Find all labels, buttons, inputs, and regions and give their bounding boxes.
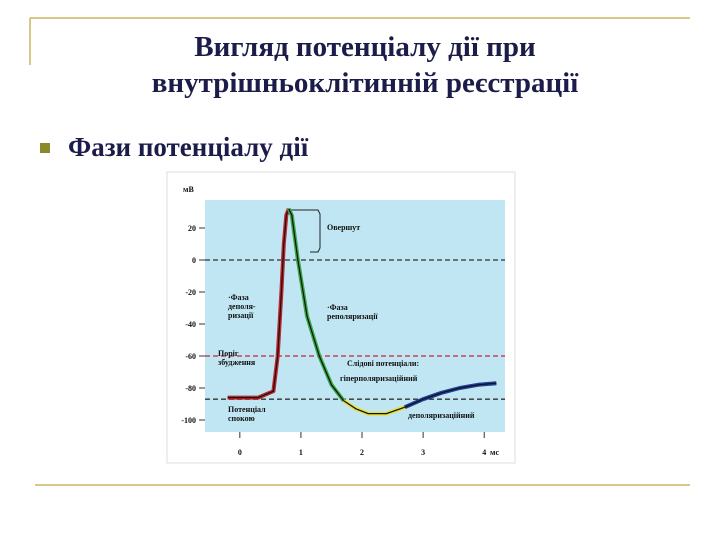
annotation: реполяризації — [327, 312, 378, 321]
slide-title: Вигляд потенціалу дії при — [194, 31, 535, 63]
line-trace — [404, 382, 497, 408]
bullet-text: Фази потенціалу дії — [68, 132, 309, 162]
plot-area — [205, 200, 505, 432]
annotation: Поріг — [218, 349, 239, 358]
annotation: збудження — [218, 358, 256, 367]
slide-title: внутрішньоклітинній реєстрації — [152, 67, 580, 99]
annotation: деполя- — [228, 302, 256, 311]
annotation: ризації — [228, 311, 254, 320]
annotation: Овершут — [327, 223, 360, 232]
y-axis-label: мВ — [183, 185, 194, 194]
chart: мВ мс 20 0 -20 -40 -60 -80 -100 0 1 2 3 4 Овершут ·Фа… — [166, 171, 516, 464]
annotation: Потенціал — [228, 405, 266, 414]
annotation: гіперполяризаційний — [340, 374, 418, 383]
y-tick-label: -100 — [181, 416, 196, 425]
x-tick-label: 3 — [421, 448, 425, 457]
annotation: деполяризаційний — [408, 411, 475, 420]
line-trace — [343, 400, 405, 415]
line-trace — [288, 208, 345, 402]
overshoot-bracket — [290, 209, 321, 253]
annotation: спокою — [228, 414, 255, 423]
x-tick-label: 0 — [238, 448, 242, 457]
x-axis-label: мс — [490, 448, 499, 457]
x-tick-label: 2 — [360, 448, 364, 457]
line-trace — [227, 208, 290, 399]
y-tick-label: -60 — [185, 352, 196, 361]
y-tick-label: -80 — [185, 384, 196, 393]
annotation: Слідові потенціали: — [347, 359, 419, 368]
y-tick-label: -40 — [185, 320, 196, 329]
x-tick-label: 4 — [482, 448, 486, 457]
annotation: ·Фаза — [228, 293, 249, 302]
y-tick-label: 20 — [188, 224, 196, 233]
y-tick-label: -20 — [185, 288, 196, 297]
annotation: ·Фаза — [327, 303, 348, 312]
x-tick-label: 1 — [299, 448, 303, 457]
y-tick-label: 0 — [192, 256, 196, 265]
bullet-marker — [40, 143, 50, 153]
